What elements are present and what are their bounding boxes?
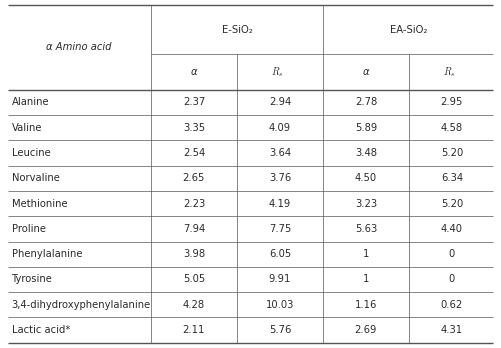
Text: 3.35: 3.35 bbox=[183, 122, 205, 133]
Text: 4.58: 4.58 bbox=[441, 122, 463, 133]
Text: 3,4-dihydroxyphenylalanine: 3,4-dihydroxyphenylalanine bbox=[12, 300, 151, 310]
Text: Alanine: Alanine bbox=[12, 97, 49, 107]
Text: 5.63: 5.63 bbox=[355, 224, 377, 234]
Text: Methionine: Methionine bbox=[12, 199, 67, 208]
Text: Phenylalanine: Phenylalanine bbox=[12, 249, 82, 259]
Text: Valine: Valine bbox=[12, 122, 42, 133]
Text: EA-SiO₂: EA-SiO₂ bbox=[389, 25, 427, 35]
Text: 3.98: 3.98 bbox=[183, 249, 205, 259]
Text: α Amino acid: α Amino acid bbox=[47, 42, 112, 53]
Text: $R_s$: $R_s$ bbox=[271, 65, 284, 79]
Text: 0.62: 0.62 bbox=[441, 300, 463, 310]
Text: 5.20: 5.20 bbox=[441, 148, 463, 158]
Text: 3.76: 3.76 bbox=[269, 173, 291, 183]
Text: 1: 1 bbox=[363, 249, 369, 259]
Text: 10.03: 10.03 bbox=[266, 300, 294, 310]
Text: Tyrosine: Tyrosine bbox=[12, 275, 53, 284]
Text: α: α bbox=[363, 67, 369, 77]
Text: 0: 0 bbox=[449, 249, 455, 259]
Text: 4.31: 4.31 bbox=[441, 325, 463, 335]
Text: 5.89: 5.89 bbox=[355, 122, 377, 133]
Text: 2.37: 2.37 bbox=[183, 97, 205, 107]
Text: 6.05: 6.05 bbox=[269, 249, 291, 259]
Text: 2.69: 2.69 bbox=[355, 325, 377, 335]
Text: 3.23: 3.23 bbox=[355, 199, 377, 208]
Text: 4.40: 4.40 bbox=[441, 224, 463, 234]
Text: 7.75: 7.75 bbox=[269, 224, 291, 234]
Text: 2.65: 2.65 bbox=[183, 173, 205, 183]
Text: 1.16: 1.16 bbox=[355, 300, 377, 310]
Text: 7.94: 7.94 bbox=[183, 224, 205, 234]
Text: 3.48: 3.48 bbox=[355, 148, 377, 158]
Text: 2.78: 2.78 bbox=[355, 97, 377, 107]
Text: 2.54: 2.54 bbox=[183, 148, 205, 158]
Text: 5.76: 5.76 bbox=[269, 325, 291, 335]
Text: 2.23: 2.23 bbox=[183, 199, 205, 208]
Text: 6.34: 6.34 bbox=[441, 173, 463, 183]
Text: Norvaline: Norvaline bbox=[12, 173, 60, 183]
Text: E-SiO₂: E-SiO₂ bbox=[221, 25, 253, 35]
Text: 3.64: 3.64 bbox=[269, 148, 291, 158]
Text: 4.19: 4.19 bbox=[269, 199, 291, 208]
Text: 0: 0 bbox=[449, 275, 455, 284]
Text: 2.11: 2.11 bbox=[183, 325, 205, 335]
Text: $R_s$: $R_s$ bbox=[443, 65, 456, 79]
Text: 1: 1 bbox=[363, 275, 369, 284]
Text: 4.28: 4.28 bbox=[183, 300, 205, 310]
Text: Lactic acid*: Lactic acid* bbox=[12, 325, 70, 335]
Text: 2.94: 2.94 bbox=[269, 97, 291, 107]
Text: 4.09: 4.09 bbox=[269, 122, 291, 133]
Text: Proline: Proline bbox=[12, 224, 46, 234]
Text: 5.20: 5.20 bbox=[441, 199, 463, 208]
Text: 2.95: 2.95 bbox=[441, 97, 463, 107]
Text: Leucine: Leucine bbox=[12, 148, 50, 158]
Text: 5.05: 5.05 bbox=[183, 275, 205, 284]
Text: α: α bbox=[190, 67, 197, 77]
Text: 4.50: 4.50 bbox=[355, 173, 377, 183]
Text: 9.91: 9.91 bbox=[269, 275, 291, 284]
